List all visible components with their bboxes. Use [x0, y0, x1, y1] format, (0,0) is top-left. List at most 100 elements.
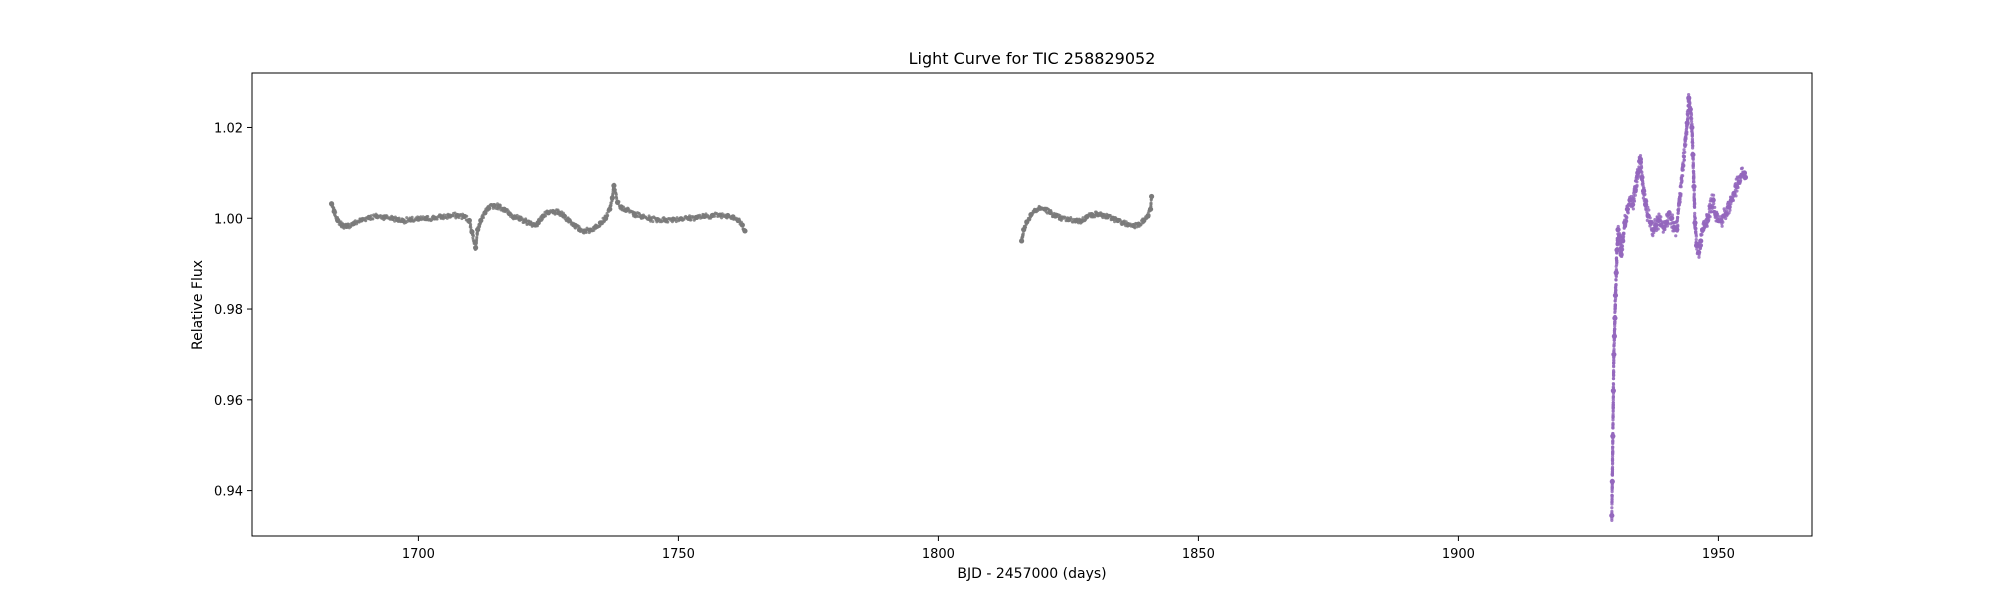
data-point	[1712, 201, 1716, 206]
data-point	[1049, 209, 1053, 212]
data-point	[1694, 238, 1698, 242]
data-point	[1610, 506, 1614, 510]
data-point	[1679, 176, 1684, 180]
data-point	[1713, 205, 1717, 209]
data-point	[1646, 205, 1650, 209]
data-point	[1620, 252, 1624, 256]
data-point	[1624, 222, 1628, 227]
data-point	[1610, 494, 1614, 498]
y-axis-label: Relative Flux	[190, 260, 206, 350]
data-point	[426, 214, 430, 218]
data-point	[1631, 203, 1635, 207]
data-point	[1613, 327, 1617, 331]
data-point	[1697, 255, 1701, 259]
data-point	[498, 203, 502, 207]
data-point	[1694, 227, 1698, 231]
data-point	[1652, 231, 1656, 235]
data-point	[1653, 222, 1659, 228]
data-point	[1611, 377, 1616, 381]
data-point	[1691, 157, 1695, 161]
data-point	[741, 222, 745, 226]
data-point	[1611, 445, 1615, 449]
data-point	[1685, 130, 1689, 134]
data-point	[1691, 144, 1695, 148]
data-point	[689, 218, 693, 222]
data-point	[1611, 391, 1616, 396]
data-point	[1633, 193, 1637, 197]
data-point	[1659, 215, 1663, 219]
data-point	[465, 214, 469, 218]
series-0	[328, 182, 1155, 252]
data-point	[1611, 401, 1615, 405]
data-point	[1613, 316, 1617, 321]
data-point	[674, 220, 678, 224]
data-point	[1611, 431, 1615, 436]
y-tick-label: 0.96	[214, 394, 243, 409]
data-point	[1686, 119, 1690, 123]
data-point	[1639, 160, 1643, 165]
data-point	[1668, 210, 1672, 215]
data-point	[1708, 215, 1712, 219]
x-tick-label: 1750	[662, 547, 695, 562]
data-point	[607, 206, 613, 212]
data-point	[1614, 291, 1618, 295]
data-point	[1728, 205, 1732, 209]
data-point	[1688, 101, 1692, 105]
data-point	[1678, 197, 1682, 201]
data-point	[1063, 216, 1067, 220]
data-point	[1610, 467, 1615, 472]
data-point	[1643, 189, 1647, 193]
data-point	[606, 213, 610, 217]
data-point	[609, 201, 613, 205]
data-point	[1611, 394, 1615, 398]
data-point	[651, 220, 655, 224]
data-point	[1612, 359, 1616, 363]
data-point	[1612, 352, 1616, 356]
data-point	[1698, 238, 1704, 244]
data-point	[1611, 405, 1615, 409]
data-point	[1149, 202, 1153, 206]
data-point	[1693, 216, 1697, 220]
data-point	[529, 220, 533, 224]
data-point	[1728, 208, 1732, 212]
data-point	[1149, 204, 1153, 208]
data-point	[1735, 189, 1739, 193]
data-point	[1743, 171, 1747, 176]
data-point	[1635, 180, 1639, 184]
data-point	[1691, 162, 1696, 166]
data-point	[1625, 219, 1629, 223]
data-point	[1612, 338, 1616, 342]
data-point	[584, 231, 588, 235]
chart-title: Light Curve for TIC 258829052	[909, 49, 1156, 68]
data-point	[1632, 199, 1637, 203]
y-tick-label: 1.00	[214, 212, 243, 227]
data-point	[1666, 221, 1670, 225]
data-point	[1740, 166, 1744, 170]
data-point	[1621, 239, 1625, 243]
data-point	[435, 217, 439, 221]
data-point	[1612, 341, 1616, 345]
data-point	[1686, 116, 1690, 120]
data-point	[1650, 221, 1655, 225]
data-point	[666, 220, 670, 224]
data-point	[1676, 215, 1680, 219]
data-point	[1610, 454, 1615, 458]
data-point	[1692, 180, 1696, 184]
data-point	[613, 188, 617, 192]
data-point	[614, 193, 618, 197]
data-point	[1620, 254, 1624, 259]
data-point	[1622, 231, 1626, 235]
data-point	[1684, 137, 1688, 141]
data-point	[1724, 209, 1729, 213]
data-point	[475, 235, 479, 239]
data-point	[1739, 178, 1743, 183]
x-tick-label: 1800	[922, 547, 955, 562]
data-point	[1614, 278, 1618, 282]
plot-marks	[328, 92, 1749, 523]
data-point	[1691, 153, 1695, 157]
data-point	[1621, 234, 1626, 239]
data-point	[475, 231, 479, 235]
data-point	[1727, 211, 1731, 215]
data-point	[1640, 173, 1644, 177]
x-tick-label: 1850	[1182, 547, 1215, 562]
